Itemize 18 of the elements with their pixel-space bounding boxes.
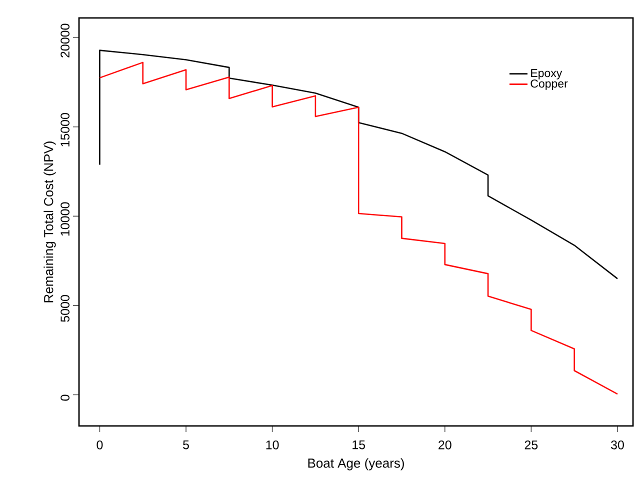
x-tick-label: 20 (438, 440, 452, 450)
x-tick-label: 25 (524, 440, 538, 450)
legend-label: Copper (530, 79, 568, 90)
x-tick-label: 30 (610, 440, 624, 450)
x-tick-label: 0 (96, 440, 103, 450)
legend-label: Epoxy (531, 69, 562, 80)
x-tick-label: 10 (266, 440, 279, 450)
x-axis-title: Boat Age (years) (308, 458, 404, 470)
x-tick-label: 5 (183, 440, 189, 450)
y-tick-label: 20000 (60, 24, 70, 58)
y-tick-label: 0 (60, 394, 70, 401)
x-tick-label: 15 (352, 440, 366, 450)
y-axis-title: Remaining Total Cost (NPV) (44, 142, 56, 302)
y-tick-label: 5000 (60, 295, 70, 322)
line-series (99, 62, 618, 395)
line-series (99, 50, 618, 280)
y-tick-label: 10000 (60, 202, 70, 236)
y-tick-label: 15000 (60, 113, 70, 146)
